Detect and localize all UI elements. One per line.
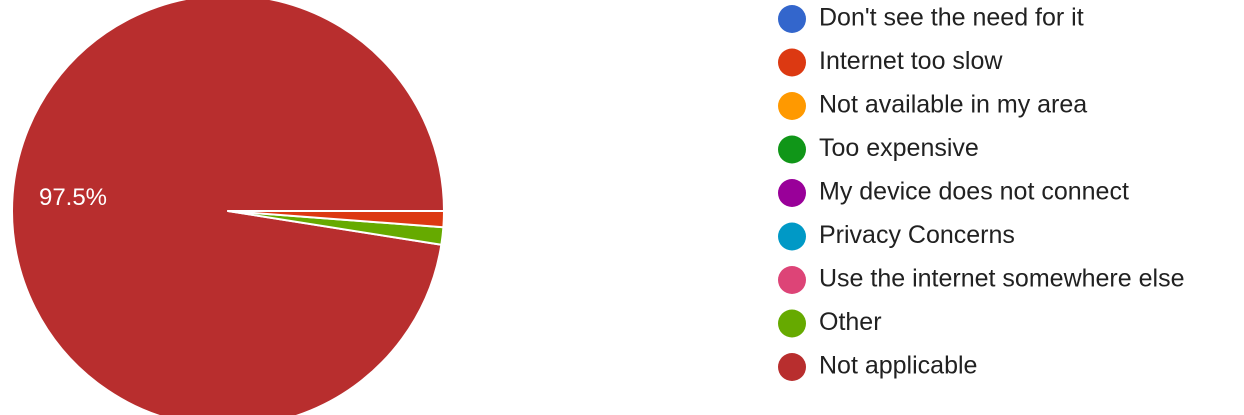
pie-slice-labels: 97.5% (39, 184, 107, 211)
legend-label-not-applicable: Not applicable (819, 352, 977, 380)
legend-marker-not-available-in-my-area (778, 92, 806, 120)
pie-slices (11, 0, 446, 415)
pie-slice-internet-too-slow (227, 210, 446, 229)
legend-item-internet-too-slow: Internet too slow (778, 47, 1003, 77)
legend-label-use-the-internet-somewhere-else: Use the internet somewhere else (819, 265, 1184, 293)
legend-label-privacy-concerns: Privacy Concerns (819, 221, 1015, 249)
legend-item-other: Other (778, 308, 882, 338)
legend-item-too-expensive: Too expensive (778, 134, 979, 164)
legend-label-not-available-in-my-area: Not available in my area (819, 91, 1087, 119)
legend-item-not-applicable: Not applicable (778, 352, 977, 381)
legend-marker-not-applicable (778, 353, 806, 381)
legend-label-don-t-see-the-need-for-it: Don't see the need for it (819, 4, 1084, 32)
legend-label-too-expensive: Too expensive (819, 134, 979, 162)
pie-slice-label-not-applicable: 97.5% (39, 184, 107, 211)
legend-label-other: Other (819, 308, 882, 336)
legend-item-my-device-does-not-connect: My device does not connect (778, 178, 1129, 207)
legend-item-use-the-internet-somewhere-else: Use the internet somewhere else (778, 265, 1184, 294)
legend-marker-other (778, 309, 806, 338)
legend-marker-my-device-does-not-connect (778, 179, 806, 207)
legend-marker-too-expensive (778, 135, 806, 164)
legend-marker-don-t-see-the-need-for-it (778, 5, 806, 33)
legend: Don't see the need for it Internet too sl… (778, 4, 1184, 381)
pie-slice-not-applicable (11, 0, 445, 415)
legend-item-privacy-concerns: Privacy Concerns (778, 221, 1015, 251)
legend-marker-privacy-concerns (778, 222, 806, 251)
legend-marker-use-the-internet-somewhere-else (778, 266, 806, 294)
legend-marker-internet-too-slow (778, 48, 806, 77)
legend-item-not-available-in-my-area: Not available in my area (778, 91, 1087, 120)
legend-item-don-t-see-the-need-for-it: Don't see the need for it (778, 4, 1084, 33)
legend-label-my-device-does-not-connect: My device does not connect (819, 178, 1129, 206)
legend-label-internet-too-slow: Internet too slow (819, 47, 1003, 75)
